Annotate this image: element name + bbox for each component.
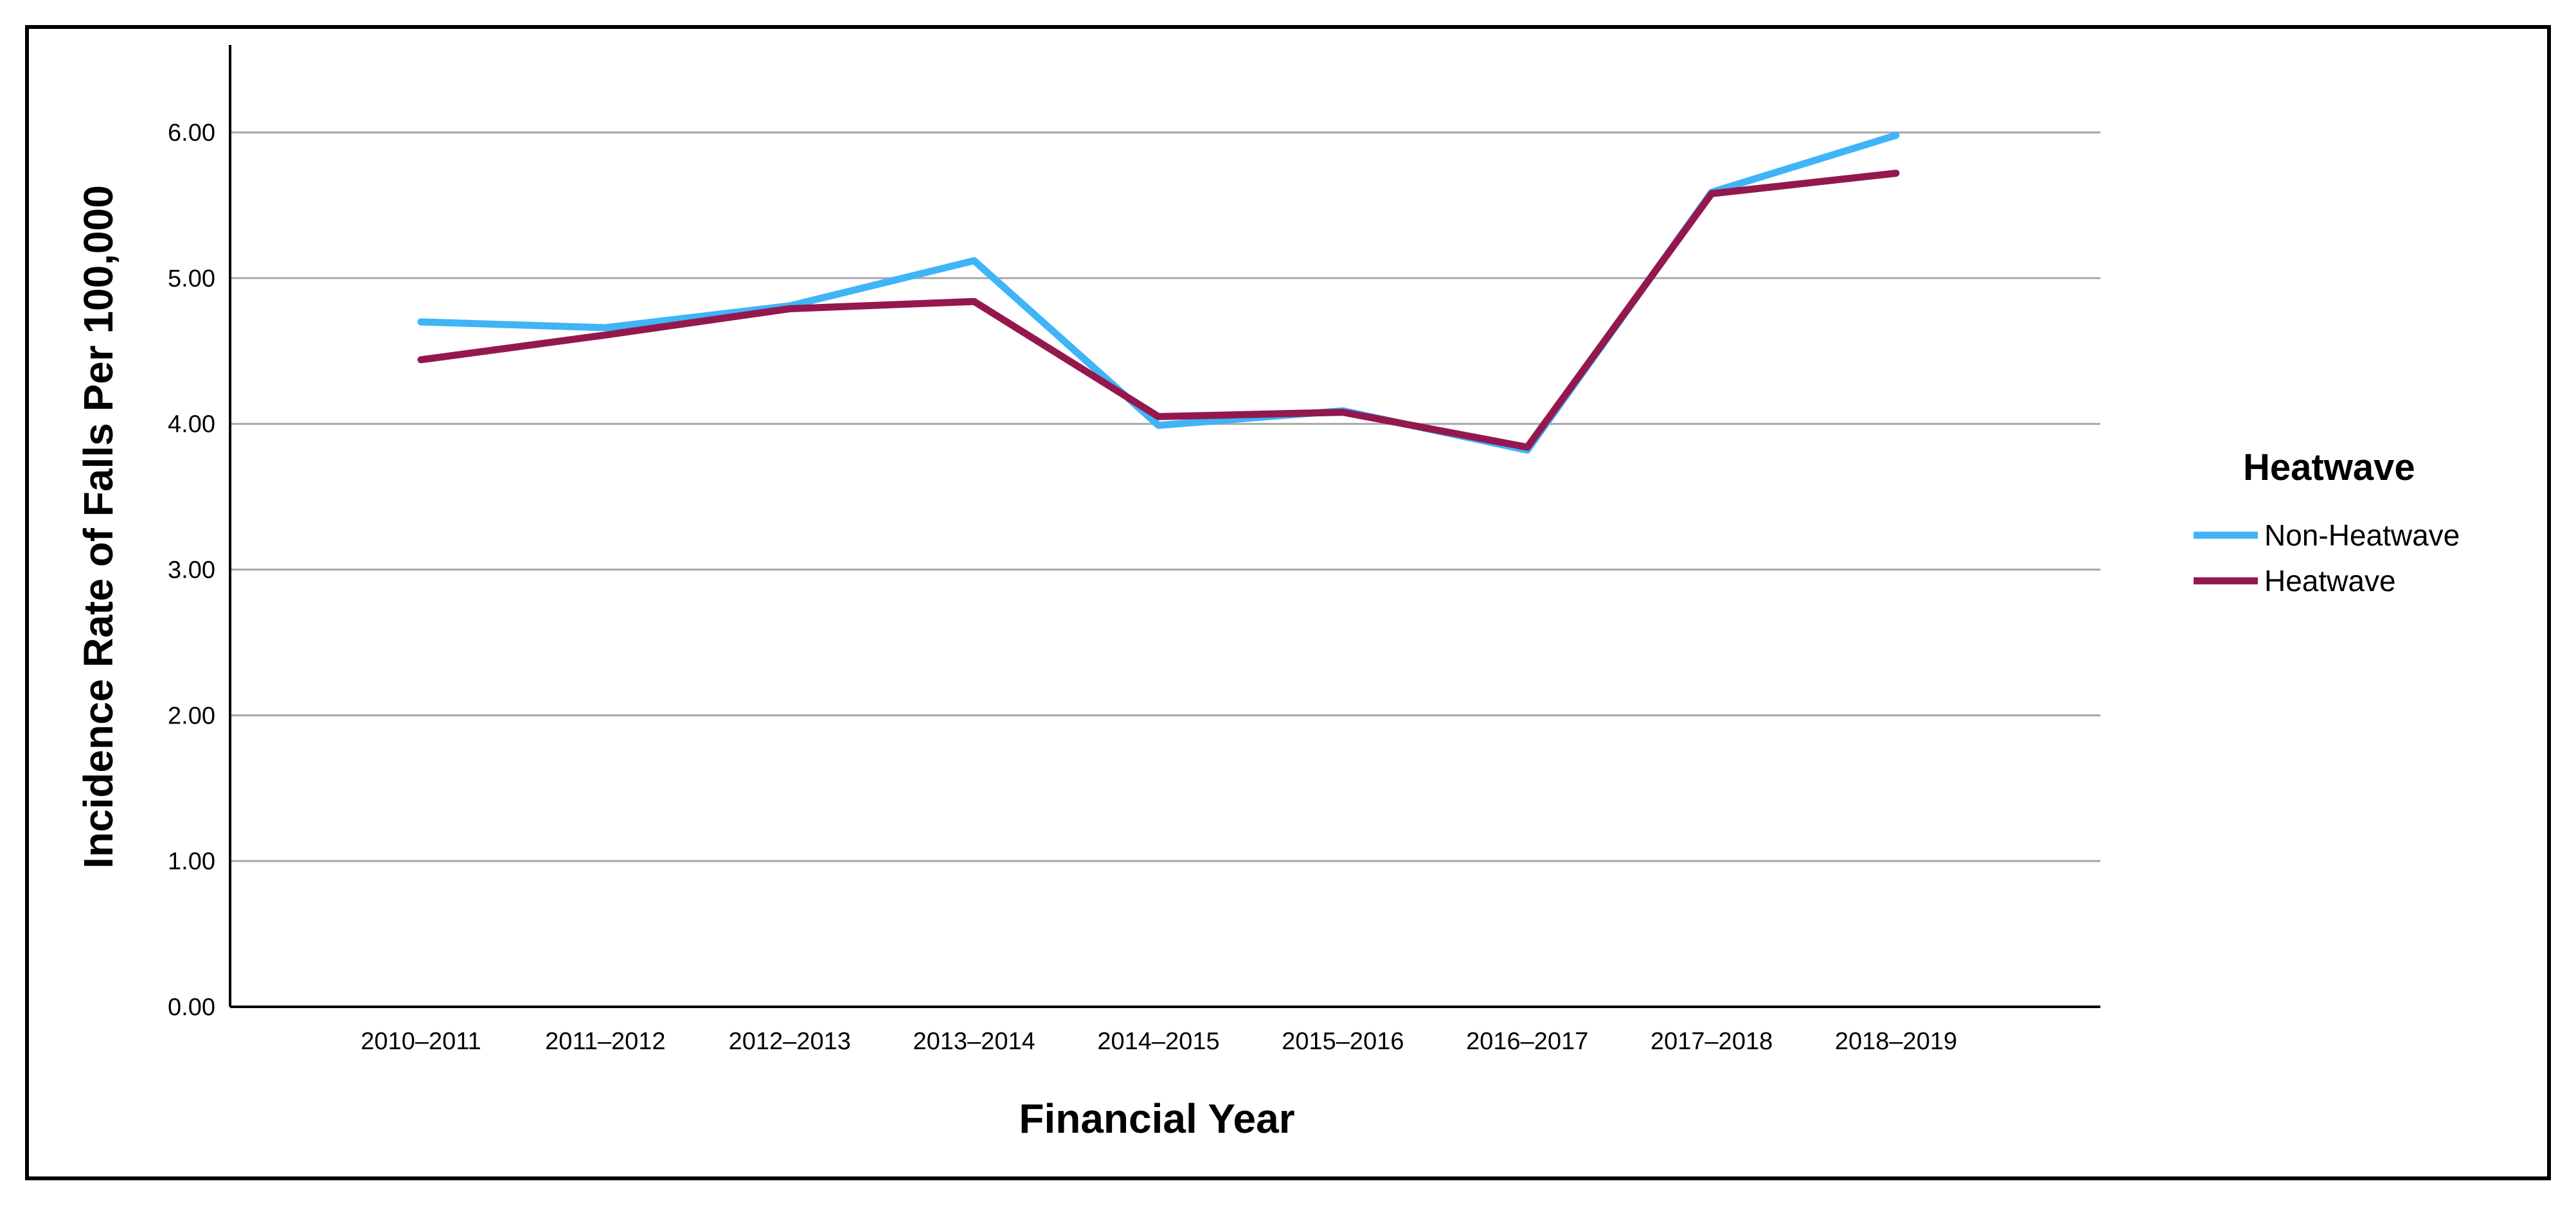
x-tick-label-2: 2012–2013 <box>729 1028 851 1055</box>
legend-title: Heatwave <box>2243 447 2415 488</box>
legend-items: Non-Heatwave Heatwave <box>2194 519 2460 598</box>
y-tick-label-0: 0.00 <box>168 994 215 1021</box>
y-tick-label-1: 1.00 <box>168 848 215 875</box>
series-line-heatwave <box>417 170 1900 451</box>
legend: Heatwave Non-Heatwave Heatwave <box>2194 447 2460 598</box>
grid-lines <box>230 131 2100 862</box>
x-tick-label-1: 2011–2012 <box>545 1028 665 1055</box>
y-tick-label-4: 4.00 <box>168 411 215 438</box>
series-lines <box>417 132 1900 454</box>
y-tick-label-2: 2.00 <box>168 702 215 729</box>
chart-frame <box>25 25 2551 1180</box>
x-axis-title: Financial Year <box>1019 1095 1294 1142</box>
x-tick-labels: 2010–2011 2011–2012 2012–2013 2013–2014 2014… <box>361 1028 1957 1055</box>
legend-label-heatwave: Heatwave <box>2264 564 2396 598</box>
y-tick-label-3: 3.00 <box>168 557 215 584</box>
x-tick-label-8: 2018–2019 <box>1835 1028 1957 1055</box>
y-tick-label-5: 5.00 <box>168 265 215 292</box>
x-tick-label-7: 2017–2018 <box>1650 1028 1773 1055</box>
x-tick-label-6: 2016–2017 <box>1466 1028 1588 1055</box>
x-tick-label-3: 2013–2014 <box>913 1028 1035 1055</box>
legend-label-non-heatwave: Non-Heatwave <box>2264 519 2460 552</box>
x-tick-label-5: 2015–2016 <box>1282 1028 1404 1055</box>
y-axis-title: Incidence Rate of Falls Per 100,000 <box>75 185 121 869</box>
y-tick-label-6: 6.00 <box>168 120 215 146</box>
x-tick-label-4: 2014–2015 <box>1097 1028 1219 1055</box>
y-tick-labels: 0.00 1.00 2.00 3.00 4.00 5.00 6.00 <box>168 120 215 1021</box>
x-tick-label-0: 2010–2011 <box>361 1028 481 1055</box>
series-line-non-heatwave <box>417 132 1900 454</box>
